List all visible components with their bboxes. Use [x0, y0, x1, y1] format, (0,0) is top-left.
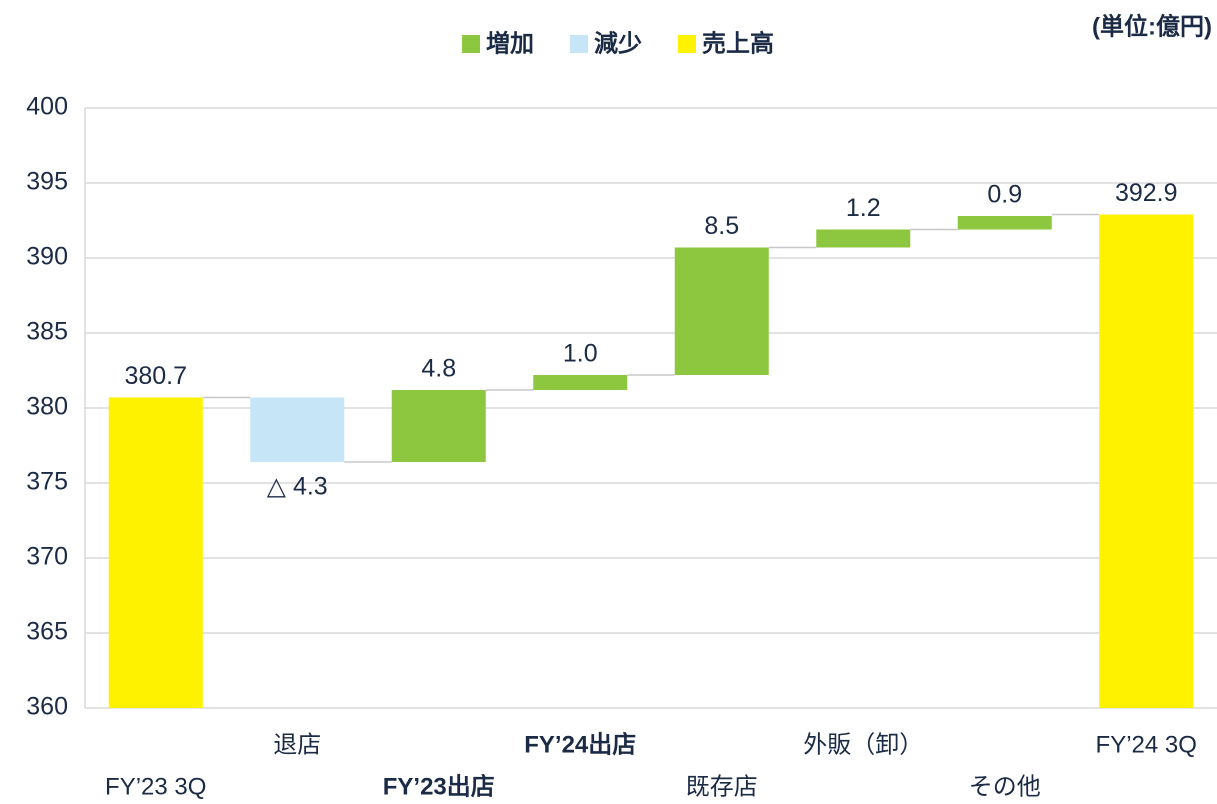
- legend-swatch: [570, 35, 588, 53]
- value-label: 1.0: [563, 340, 598, 368]
- bar: [1099, 214, 1194, 708]
- legend-swatch: [678, 35, 696, 53]
- x-tick-label: FY’24出店: [524, 731, 636, 758]
- y-tick-label: 395: [26, 168, 68, 196]
- bar: [250, 397, 345, 462]
- y-tick-label: 385: [26, 318, 68, 346]
- value-label: △ 4.3: [267, 473, 328, 501]
- legend-swatch: [462, 35, 480, 53]
- value-label: 8.5: [704, 212, 739, 240]
- y-tick-label: 360: [26, 693, 68, 721]
- unit-label: (単位:億円): [1092, 12, 1212, 40]
- legend-label: 売上高: [702, 29, 774, 57]
- legend-label: 増加: [486, 29, 534, 57]
- x-tick-label: FY’24 3Q: [1096, 731, 1197, 758]
- x-tick-label: その他: [969, 773, 1041, 800]
- y-tick-label: 375: [26, 468, 68, 496]
- bar: [108, 397, 203, 708]
- bar: [957, 216, 1052, 230]
- y-tick-label: 400: [26, 93, 68, 121]
- x-tick-label: 退店: [273, 731, 321, 758]
- x-tick-label: 外販（卸）: [803, 731, 923, 758]
- y-tick-label: 370: [26, 543, 68, 571]
- bar: [816, 229, 911, 248]
- x-tick-label: FY’23 3Q: [105, 773, 206, 800]
- y-tick-label: 365: [26, 618, 68, 646]
- y-tick-label: 380: [26, 393, 68, 421]
- value-label: 380.7: [124, 362, 187, 390]
- bar: [674, 247, 769, 375]
- value-label: 0.9: [987, 181, 1022, 209]
- legend-label: 減少: [594, 30, 642, 57]
- value-label: 1.2: [846, 194, 881, 222]
- value-label: 4.8: [421, 355, 456, 383]
- x-tick-label: FY’23出店: [383, 773, 495, 800]
- bar: [391, 390, 486, 462]
- y-tick-label: 390: [26, 243, 68, 271]
- x-tick-label: 既存店: [686, 773, 758, 800]
- bar: [533, 375, 628, 390]
- value-label: 392.9: [1115, 179, 1178, 207]
